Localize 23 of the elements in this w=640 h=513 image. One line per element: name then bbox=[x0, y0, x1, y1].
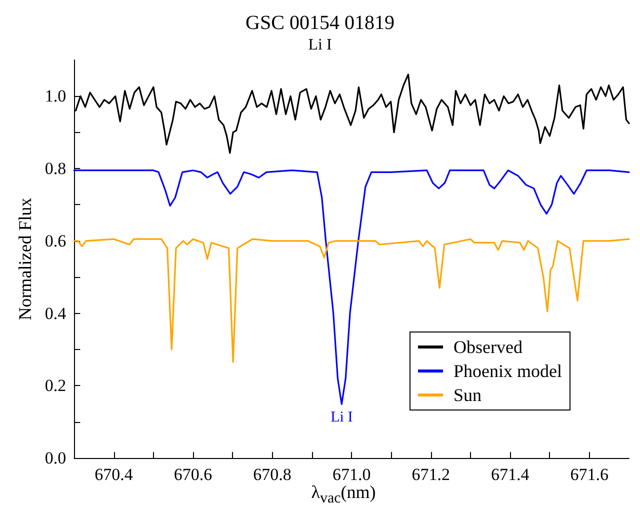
x-tick-label: 670.4 bbox=[94, 465, 134, 484]
y-tick-label: 0.8 bbox=[44, 159, 66, 178]
y-tick-label: 1.0 bbox=[44, 86, 66, 106]
line-series bbox=[73, 170, 630, 405]
x-tick-label: 671.4 bbox=[490, 465, 530, 484]
y-tick-label: 0.4 bbox=[44, 304, 67, 323]
legend-label: Observed bbox=[454, 337, 522, 357]
annotation: Li I bbox=[330, 410, 353, 426]
y-tick-label: 0.0 bbox=[44, 448, 66, 468]
legend-label: Phoenix model bbox=[454, 361, 562, 381]
chart-subtitle: Li I bbox=[308, 36, 332, 54]
line-series bbox=[73, 238, 630, 363]
x-axis-title: λ$_{vac}$(nm) bbox=[310, 482, 377, 509]
chart-title: GSC 00154 01819 bbox=[246, 12, 394, 34]
x-tick-label: 671.0 bbox=[332, 465, 371, 484]
x-tick-label: 670.8 bbox=[253, 465, 292, 484]
y-tick-label: 0.6 bbox=[44, 231, 66, 250]
y-axis-title: Normalized Flux bbox=[15, 198, 35, 320]
x-tick-label: 671.6 bbox=[570, 465, 608, 484]
y-tick-label: 0.2 bbox=[44, 376, 66, 396]
legend-label: Sun bbox=[454, 385, 482, 405]
x-tick-label: 670.6 bbox=[174, 465, 212, 484]
x-tick-label: 671.2 bbox=[412, 465, 450, 484]
